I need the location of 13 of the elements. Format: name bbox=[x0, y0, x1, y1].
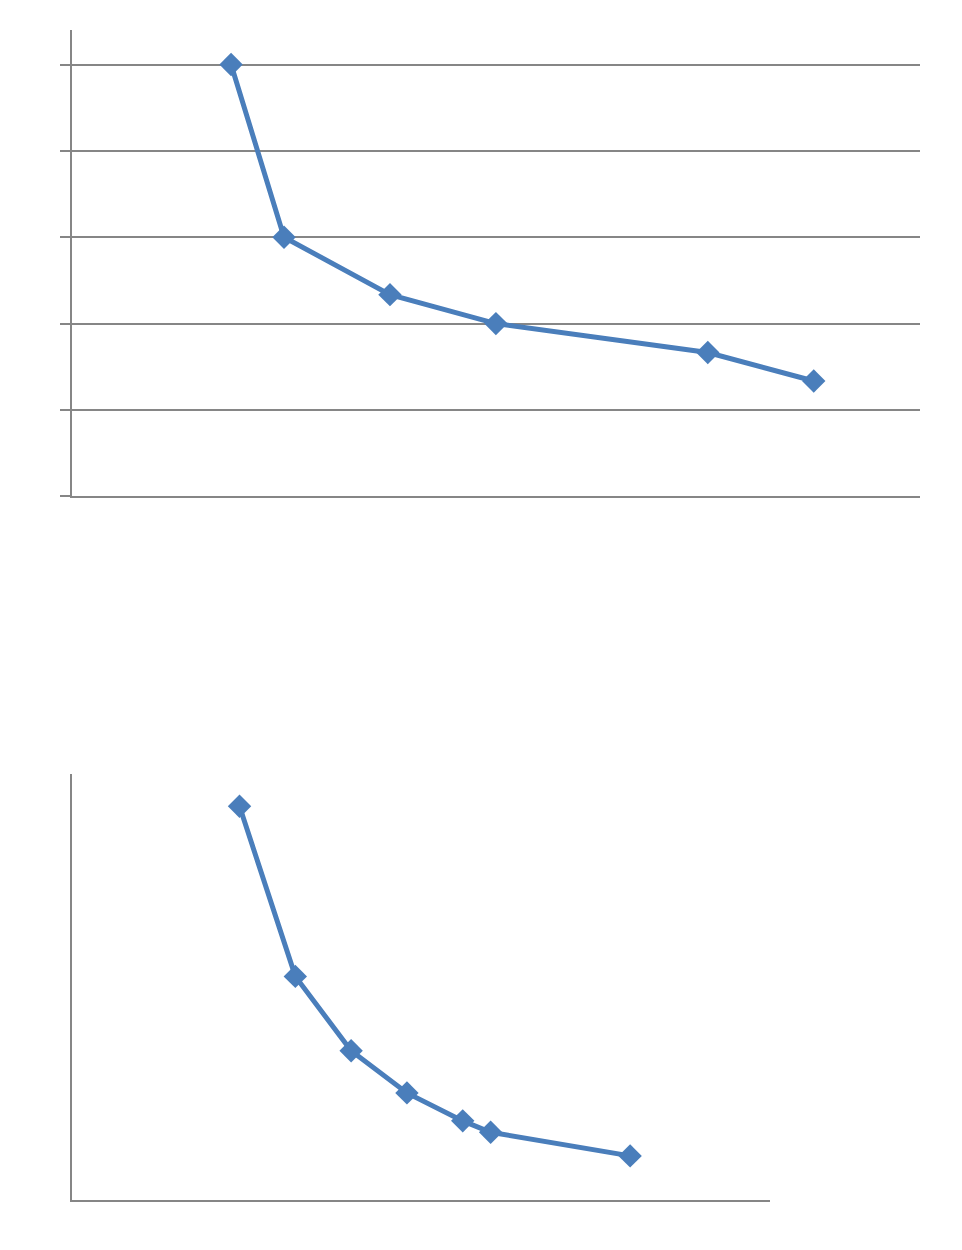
point bbox=[478, 1120, 503, 1144]
point bbox=[283, 964, 308, 989]
point bbox=[227, 794, 252, 819]
point bbox=[395, 1081, 419, 1105]
point bbox=[484, 311, 508, 336]
point bbox=[696, 340, 720, 365]
point bbox=[339, 1039, 363, 1063]
point bbox=[378, 282, 402, 307]
point bbox=[802, 369, 826, 393]
point bbox=[272, 225, 296, 249]
point bbox=[451, 1109, 475, 1133]
point bbox=[219, 52, 243, 77]
point bbox=[618, 1144, 642, 1168]
